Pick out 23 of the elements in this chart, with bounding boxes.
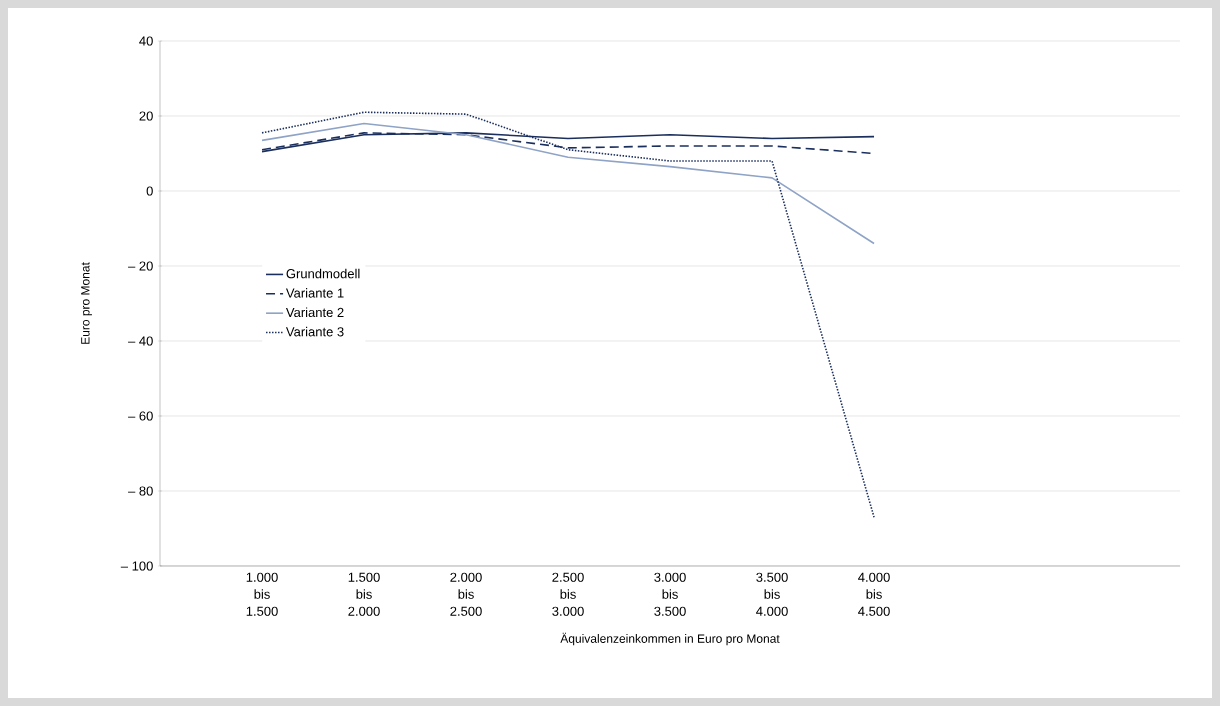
x-tick-label: 1.000 bis 1.500 bbox=[246, 572, 278, 616]
line-series bbox=[261, 122, 875, 245]
y-tick-label: 0 bbox=[146, 186, 153, 196]
y-axis-title: Euro pro Monat bbox=[81, 262, 92, 344]
y-tick-label: – 40 bbox=[128, 336, 153, 346]
y-tick-label: – 100 bbox=[120, 561, 153, 571]
y-tick-label: 20 bbox=[139, 111, 153, 121]
x-tick-label: 2.500 bis 3.000 bbox=[552, 572, 584, 616]
x-tick-label: 4.000 bis 4.500 bbox=[858, 572, 890, 616]
line-series bbox=[261, 111, 875, 519]
x-tick-label: 2.000 bis 2.500 bbox=[450, 572, 482, 616]
legend-label: Variante 2 bbox=[285, 307, 344, 318]
x-tick-label: 3.500 bis 4.000 bbox=[756, 572, 788, 616]
legend-label: Grundmodell bbox=[286, 268, 360, 279]
legend-label: Variante 3 bbox=[285, 326, 344, 337]
y-tick-label: – 80 bbox=[128, 486, 153, 496]
y-tick-label: – 60 bbox=[128, 411, 153, 421]
x-tick-label: 3.000 bis 3.500 bbox=[654, 572, 686, 616]
y-tick-label: – 20 bbox=[128, 261, 153, 271]
legend-label: Variante 1 bbox=[285, 288, 344, 298]
x-tick-label: 1.500 bis 2.000 bbox=[348, 572, 380, 616]
x-axis-title: Äquivalenzeinkommen in Euro pro Monat bbox=[560, 632, 780, 646]
y-tick-label: 40 bbox=[139, 36, 153, 46]
